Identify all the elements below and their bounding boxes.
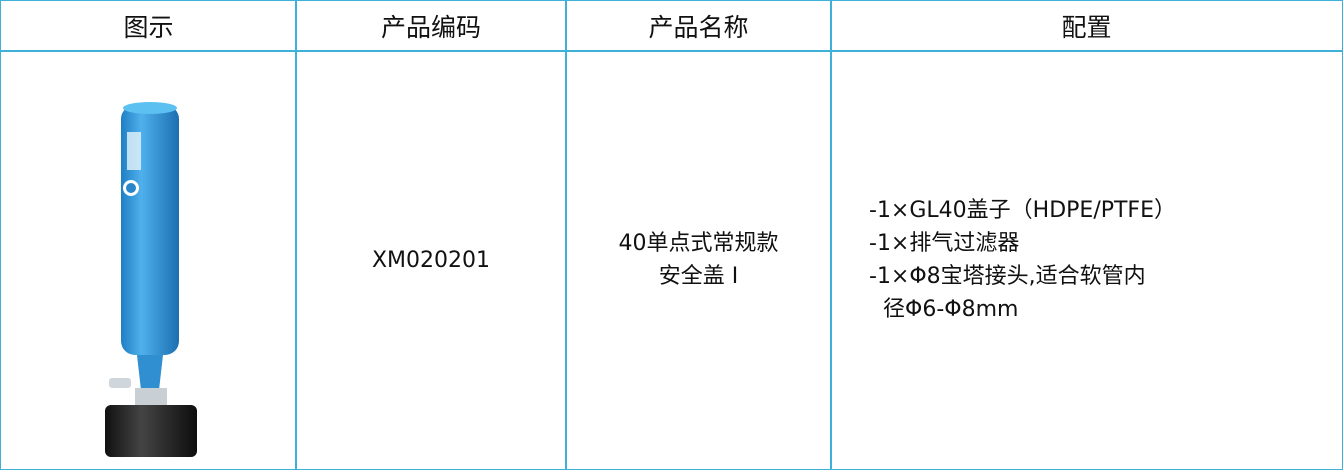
product-image [104,102,197,457]
product-name: 安全盖 Ⅰ [658,264,739,289]
header-cell: 产品名称 [565,0,832,52]
header-cell: 配置 [830,0,1343,52]
code-cell: XM020201 [295,50,567,470]
product-code: XM020201 [371,247,491,273]
config-line: -1×GL40盖子（HDPE/PTFE） [869,198,1176,223]
header-cell: 图示 [0,0,297,52]
config-line: -1×排气过滤器 [869,231,1020,256]
header-text: 产品编码 [380,13,481,42]
config-line: 径Φ6-Φ8mm [883,297,1019,322]
header-text: 图示 [123,13,174,42]
name-cell: 40单点式常规款 安全盖 Ⅰ [565,50,832,470]
header-text: 配置 [1061,13,1112,42]
header-text: 产品名称 [648,13,749,42]
header-cell: 产品编码 [295,0,567,52]
product-name: 40单点式常规款 [618,231,779,256]
config-cell: -1×GL40盖子（HDPE/PTFE） -1×排气过滤器 -1×Φ8宝塔接头,… [830,50,1343,470]
image-cell [0,50,297,470]
config-line: -1×Φ8宝塔接头,适合软管内 [869,264,1146,289]
